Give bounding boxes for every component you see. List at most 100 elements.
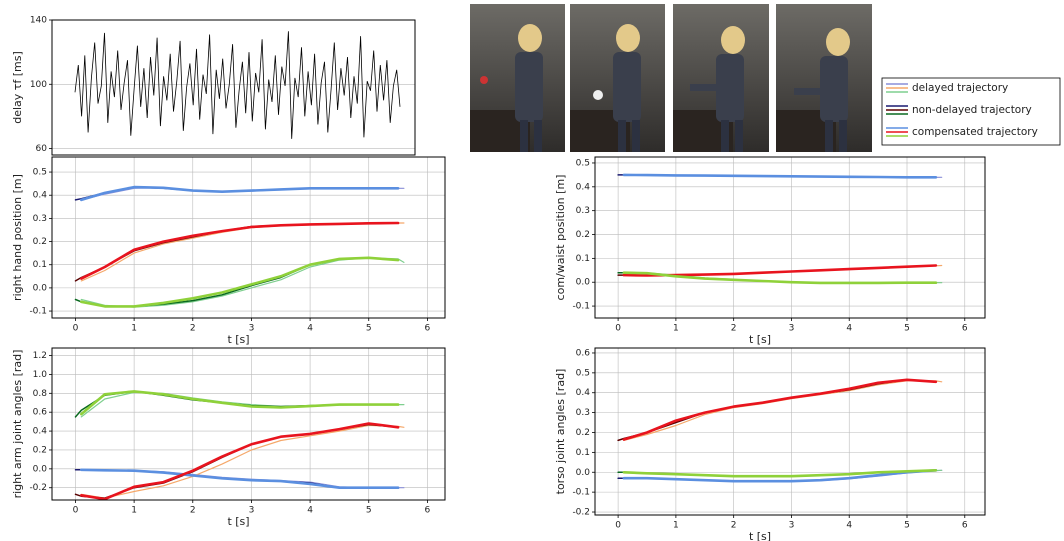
x-tick-label: 3	[249, 506, 255, 516]
x-tick-label: 4	[846, 521, 852, 531]
legend-label: delayed trajectory	[912, 82, 1008, 94]
x-tick-label: 3	[789, 324, 795, 334]
y-tick-label: 1.2	[33, 351, 47, 361]
plot-frame	[51, 156, 446, 319]
series-line	[80, 185, 400, 202]
y-tick-label: 1.0	[33, 370, 48, 380]
x-tick-label: 1	[673, 324, 679, 334]
x-tick-label: 0	[615, 521, 621, 531]
x-tick-label: 6	[962, 521, 968, 531]
photo	[776, 4, 872, 152]
y-tick-label: 60	[36, 144, 48, 154]
delay-line	[74, 31, 401, 139]
x-tick-label: 2	[190, 506, 196, 516]
x-tick-label: 3	[249, 324, 255, 334]
series-line	[622, 173, 938, 179]
y-tick-label: 100	[30, 80, 47, 90]
y-tick-label: 0.1	[576, 448, 590, 458]
x-axis-label: t [s]	[227, 333, 249, 346]
x-tick-label: 4	[307, 506, 313, 516]
y-tick-label: 0.2	[576, 230, 590, 240]
y-tick-label: 0.4	[33, 427, 48, 437]
plot-area	[52, 20, 415, 155]
y-axis-label: delay τf [ms]	[11, 51, 24, 124]
y-tick-label: -0.2	[29, 483, 47, 493]
y-tick-label: 0.1	[576, 254, 590, 264]
y-tick-label: 0.5	[33, 168, 47, 178]
y-tick-label: 140	[30, 16, 47, 26]
x-tick-label: 6	[962, 324, 968, 334]
plot-frame	[51, 19, 416, 156]
y-tick-label: 0.4	[33, 191, 48, 201]
legend-box	[881, 77, 1061, 146]
y-tick-label: 0.6	[576, 348, 591, 358]
y-tick-label: -0.1	[572, 302, 590, 312]
y-tick-label: 0.8	[33, 389, 48, 399]
plot-frame	[51, 347, 446, 501]
y-axis-label: com/waist position [m]	[554, 175, 567, 301]
x-tick-label: 1	[131, 324, 137, 334]
legend-label: compensated trajectory	[912, 126, 1038, 138]
x-axis-label: t [s]	[749, 333, 771, 346]
plot-area	[52, 157, 445, 318]
y-tick-label: -0.2	[572, 508, 590, 518]
y-tick-label: 0.5	[576, 158, 590, 168]
x-tick-label: 4	[846, 324, 852, 334]
x-tick-label: 2	[731, 521, 737, 531]
x-axis-label: t [s]	[227, 515, 249, 528]
y-axis-label: right arm joint angles [rad]	[11, 350, 24, 499]
y-tick-label: 0.4	[576, 182, 591, 192]
photo	[673, 4, 769, 152]
legend-label: non-delayed trajectory	[912, 104, 1032, 116]
plot-frame	[594, 156, 986, 319]
series-line	[622, 271, 938, 285]
x-tick-label: 5	[904, 324, 910, 334]
y-tick-label: 0.3	[576, 408, 590, 418]
series-line	[80, 221, 400, 280]
y-tick-label: 0.3	[33, 214, 47, 224]
y-tick-label: 0.1	[33, 260, 47, 270]
y-tick-label: 0.3	[576, 206, 590, 216]
y-tick-label: 0.2	[33, 237, 47, 247]
plot-area	[595, 348, 985, 515]
plot-area	[595, 157, 985, 318]
x-tick-label: 0	[615, 324, 621, 334]
y-tick-label: 0.0	[33, 283, 48, 293]
series-line	[80, 468, 400, 489]
y-tick-label: -0.1	[29, 307, 47, 317]
x-tick-label: 0	[73, 324, 79, 334]
x-tick-label: 0	[73, 506, 79, 516]
y-tick-label: 0.0	[33, 464, 48, 474]
x-tick-label: 2	[731, 324, 737, 334]
plot-frame	[594, 347, 986, 516]
y-tick-label: -0.1	[572, 488, 590, 498]
x-tick-label: 1	[131, 506, 137, 516]
y-tick-label: 0.5	[576, 368, 590, 378]
y-tick-label: 0.0	[576, 278, 591, 288]
x-tick-label: 3	[789, 521, 795, 531]
x-tick-label: 1	[673, 521, 679, 531]
x-tick-label: 5	[366, 506, 372, 516]
x-tick-label: 5	[904, 521, 910, 531]
series-line	[80, 422, 400, 501]
y-tick-label: 0.0	[576, 468, 591, 478]
x-tick-label: 2	[190, 324, 196, 334]
series-line	[80, 424, 405, 499]
series-line	[622, 469, 938, 483]
series-line	[80, 390, 400, 416]
y-tick-label: 0.2	[576, 428, 590, 438]
plot-area	[52, 348, 445, 500]
y-tick-label: 0.6	[33, 408, 48, 418]
x-tick-label: 5	[366, 324, 372, 334]
photo	[570, 4, 665, 152]
x-tick-label: 6	[425, 506, 431, 516]
x-tick-label: 6	[425, 324, 431, 334]
y-tick-label: 0.2	[33, 445, 47, 455]
y-tick-label: 0.4	[576, 388, 591, 398]
y-axis-label: right hand position [m]	[11, 174, 24, 301]
x-tick-label: 4	[307, 324, 313, 334]
series-line	[80, 256, 400, 308]
photo	[470, 4, 565, 152]
y-axis-label: torso joint angles [rad]	[554, 369, 567, 495]
